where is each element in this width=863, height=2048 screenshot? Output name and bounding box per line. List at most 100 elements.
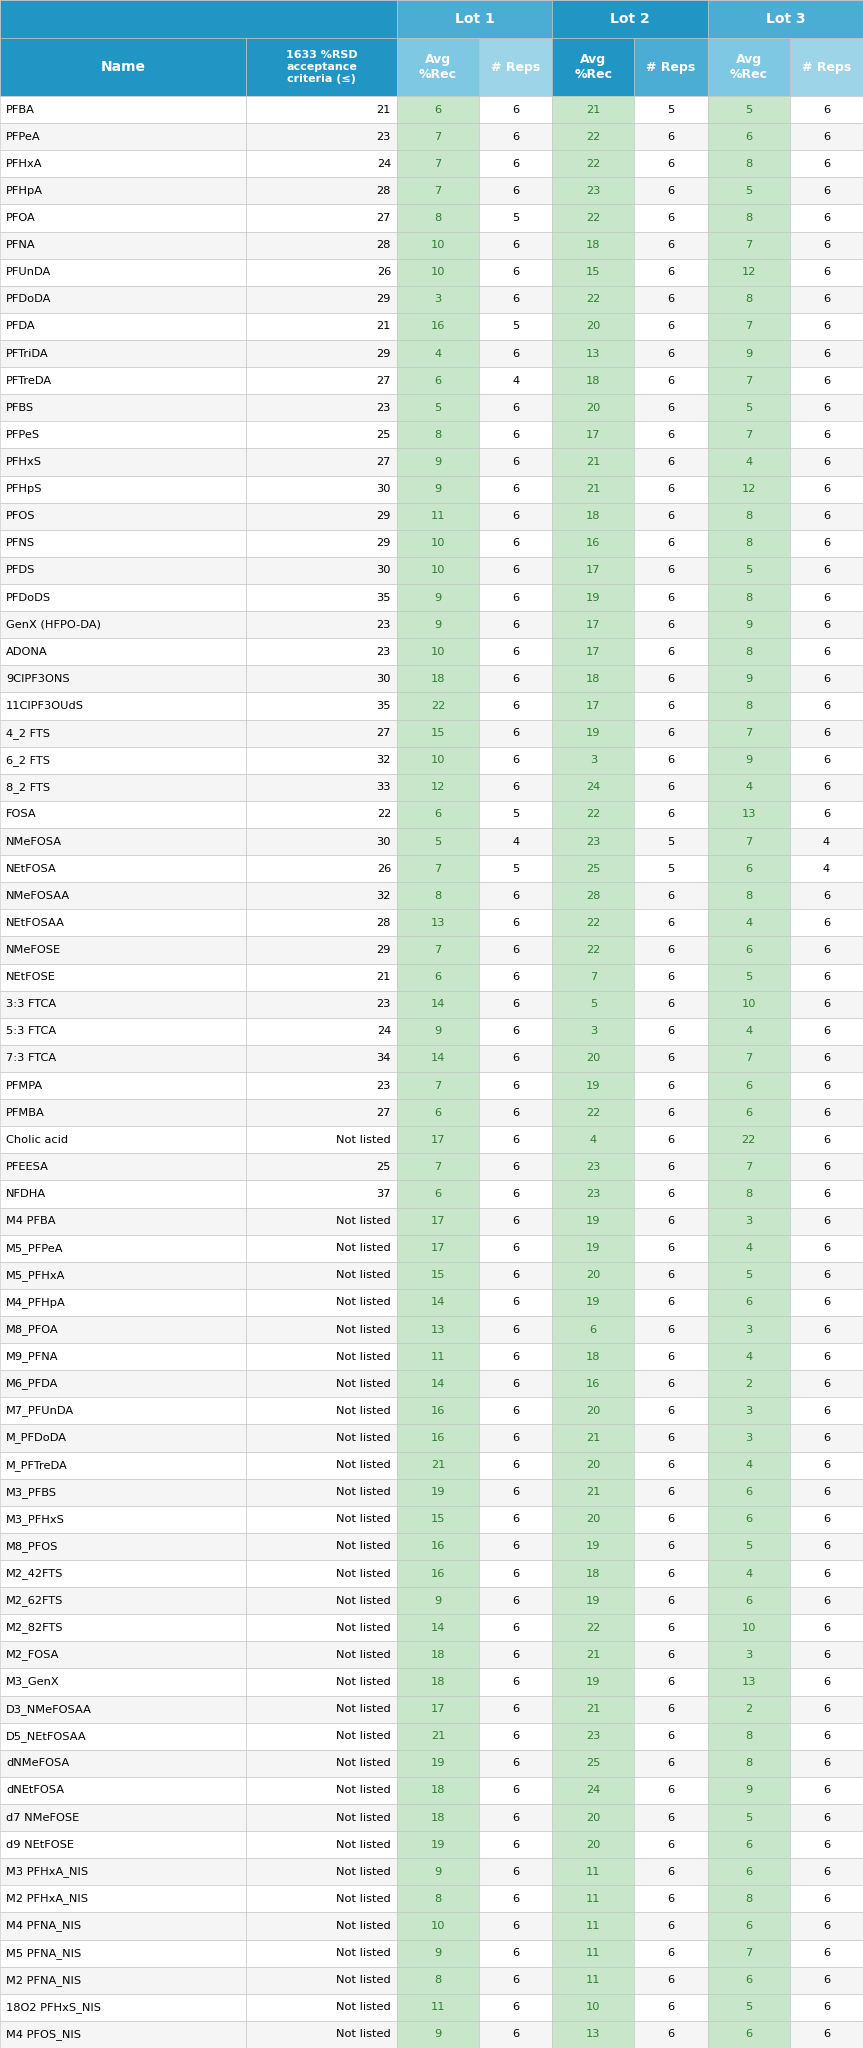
Bar — [0, 96, 246, 123]
Text: 27: 27 — [376, 1108, 391, 1118]
Text: 28: 28 — [376, 918, 391, 928]
Text: 16: 16 — [431, 1569, 445, 1579]
Text: 8: 8 — [745, 592, 753, 602]
Text: 19: 19 — [431, 1839, 445, 1849]
Bar — [708, 393, 790, 422]
Text: 6: 6 — [512, 999, 520, 1010]
Bar — [397, 1452, 479, 1479]
Text: 5: 5 — [745, 565, 753, 575]
Text: 6: 6 — [512, 1135, 520, 1145]
Bar — [708, 1831, 790, 1858]
Bar — [552, 1749, 634, 1778]
Bar — [0, 1126, 246, 1153]
Bar — [634, 584, 708, 610]
Bar — [634, 178, 708, 205]
Bar — [0, 1153, 246, 1180]
Text: 6: 6 — [667, 973, 675, 983]
Text: 13: 13 — [586, 348, 601, 358]
Bar — [552, 1831, 634, 1858]
Text: 6: 6 — [667, 403, 675, 414]
Bar — [0, 393, 246, 422]
Bar — [708, 475, 790, 502]
Bar — [479, 502, 552, 530]
Text: 6: 6 — [667, 1053, 675, 1063]
Text: Not listed: Not listed — [337, 1513, 391, 1524]
Bar — [790, 1153, 863, 1180]
Bar — [634, 1397, 708, 1425]
Text: 6: 6 — [667, 565, 675, 575]
Bar — [790, 39, 863, 96]
Bar — [246, 991, 397, 1018]
Text: 20: 20 — [586, 322, 601, 332]
Text: 6: 6 — [667, 1948, 675, 1958]
Bar — [0, 1913, 246, 1939]
Bar — [708, 1778, 790, 1804]
Bar — [397, 1018, 479, 1044]
Text: 6: 6 — [512, 973, 520, 983]
Text: 14: 14 — [431, 999, 445, 1010]
Text: 6: 6 — [512, 1704, 520, 1714]
Bar — [246, 1479, 397, 1505]
Text: 6: 6 — [667, 1622, 675, 1632]
Text: 6: 6 — [822, 1948, 830, 1958]
Bar — [552, 1561, 634, 1587]
Text: 6: 6 — [822, 918, 830, 928]
Text: M2_42FTS: M2_42FTS — [6, 1569, 63, 1579]
Bar — [634, 991, 708, 1018]
Text: 6: 6 — [512, 1542, 520, 1552]
Text: 6: 6 — [745, 1839, 753, 1849]
Bar — [634, 150, 708, 178]
Text: 6: 6 — [745, 944, 753, 954]
Text: 6: 6 — [667, 756, 675, 766]
Bar — [708, 1505, 790, 1532]
Bar — [708, 1561, 790, 1587]
Bar — [790, 287, 863, 313]
Bar — [634, 96, 708, 123]
Bar — [0, 584, 246, 610]
Text: Not listed: Not listed — [337, 1352, 391, 1362]
Bar — [790, 1044, 863, 1071]
Bar — [790, 96, 863, 123]
Text: 22: 22 — [586, 160, 601, 168]
Bar — [634, 610, 708, 639]
Text: Not listed: Not listed — [337, 1542, 391, 1552]
Text: 4_2 FTS: 4_2 FTS — [6, 727, 50, 739]
Bar — [790, 1804, 863, 1831]
Bar — [397, 666, 479, 692]
Bar — [790, 1532, 863, 1561]
Bar — [552, 991, 634, 1018]
Text: PFEESA: PFEESA — [6, 1161, 49, 1171]
Text: 7: 7 — [434, 944, 442, 954]
Bar — [634, 2021, 708, 2048]
Bar — [397, 856, 479, 883]
Text: 6: 6 — [512, 674, 520, 684]
Text: 6: 6 — [667, 1026, 675, 1036]
Text: 6: 6 — [512, 1081, 520, 1090]
Bar — [0, 1208, 246, 1235]
Bar — [634, 1640, 708, 1669]
Bar — [479, 1370, 552, 1397]
Text: 7:3 FTCA: 7:3 FTCA — [6, 1053, 56, 1063]
Bar — [479, 1831, 552, 1858]
Bar — [708, 502, 790, 530]
Bar — [479, 1235, 552, 1262]
Text: 5: 5 — [512, 213, 520, 223]
Text: 21: 21 — [376, 973, 391, 983]
Text: 23: 23 — [586, 1161, 601, 1171]
Text: 6: 6 — [667, 1135, 675, 1145]
Bar — [552, 1939, 634, 1966]
Text: 3:3 FTCA: 3:3 FTCA — [6, 999, 56, 1010]
Bar — [708, 1913, 790, 1939]
Bar — [246, 1722, 397, 1749]
Bar — [552, 287, 634, 313]
Text: PFNS: PFNS — [6, 539, 35, 549]
Bar — [552, 748, 634, 774]
Text: Not listed: Not listed — [337, 1270, 391, 1280]
Text: 6: 6 — [512, 348, 520, 358]
Bar — [634, 1722, 708, 1749]
Text: 15: 15 — [586, 266, 601, 276]
Bar — [708, 883, 790, 909]
Text: 27: 27 — [376, 375, 391, 385]
Bar — [246, 1804, 397, 1831]
Bar — [708, 1153, 790, 1180]
